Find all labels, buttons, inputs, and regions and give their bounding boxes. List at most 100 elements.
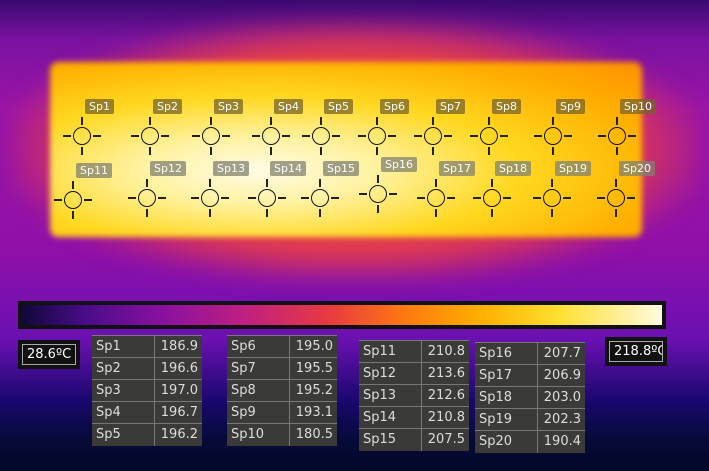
spot-value: 180.5 [288,423,337,446]
crosshair-icon [544,127,562,145]
crosshair-icon [258,189,276,207]
spot-marker[interactable]: Sp19 [533,161,591,217]
spot-value: 195.5 [288,357,337,380]
spot-value: 202.3 [536,408,585,431]
spot-marker[interactable]: Sp17 [417,161,475,217]
table-row: Sp9 193.1 [227,401,337,424]
spot-marker[interactable]: Sp6 [358,99,409,155]
spot-name: Sp13 [359,384,421,407]
spot-marker[interactable]: Sp5 [302,99,353,155]
spot-label: Sp15 [323,161,359,176]
spot-name: Sp16 [475,342,537,365]
color-scale-bar [18,301,666,329]
spot-value: 196.2 [153,423,202,446]
table-row: Sp11 210.8 [359,340,469,363]
crosshair-icon [607,189,625,207]
spot-marker[interactable]: Sp9 [534,99,585,155]
crosshair-icon [262,127,280,145]
crosshair-icon [608,127,626,145]
spot-marker[interactable]: Sp11 [54,163,112,219]
spot-value: 195.2 [288,379,337,402]
spot-name: Sp3 [92,379,154,402]
spot-marker[interactable]: Sp15 [301,161,359,217]
spot-marker[interactable]: Sp2 [131,99,182,155]
crosshair-icon [138,189,156,207]
spot-name: Sp5 [92,423,154,446]
spot-label: Sp7 [436,99,465,114]
scale-min-box: 28.6ºC [18,340,81,369]
spot-name: Sp11 [359,340,421,363]
crosshair-icon [427,189,445,207]
table-row: Sp6 195.0 [227,335,337,358]
spot-name: Sp17 [475,364,537,387]
spot-value: 206.9 [536,364,585,387]
spot-label: Sp4 [274,99,303,114]
crosshair-icon [64,191,82,209]
scale-max: 218.8ºC [609,341,663,362]
table-row: Sp18 203.0 [475,386,585,409]
spot-table: Sp6 195.0 Sp7 195.5 Sp8 195.2 Sp9 193.1 Sp10 180.… [227,335,337,446]
spot-marker[interactable]: Sp12 [128,161,186,217]
spot-marker[interactable]: Sp8 [470,99,521,155]
table-row: Sp1 186.9 [92,335,202,358]
crosshair-icon [141,127,159,145]
spot-label: Sp17 [439,161,475,176]
spot-label: Sp12 [150,161,186,176]
spot-marker[interactable]: Sp18 [473,161,531,217]
spot-label: Sp16 [381,157,417,172]
spot-value: 196.6 [153,357,202,380]
table-row: Sp19 202.3 [475,408,585,431]
spot-marker[interactable]: Sp14 [248,161,306,217]
spot-label: Sp5 [324,99,353,114]
spot-name: Sp7 [227,357,289,380]
spot-label: Sp6 [380,99,409,114]
table-row: Sp2 196.6 [92,357,202,380]
spot-name: Sp6 [227,335,289,358]
table-row: Sp7 195.5 [227,357,337,380]
table-row: Sp13 212.6 [359,384,469,407]
spot-name: Sp10 [227,423,289,446]
crosshair-icon [201,189,219,207]
spot-marker[interactable]: Sp4 [252,99,303,155]
spot-name: Sp15 [359,428,421,451]
crosshair-icon [312,127,330,145]
scale-max-box: 218.8ºC [605,337,667,366]
spot-value: 207.5 [420,428,469,451]
spot-marker[interactable]: Sp3 [192,99,243,155]
table-row: Sp3 197.0 [92,379,202,402]
spot-label: Sp10 [620,99,656,114]
spot-value: 193.1 [288,401,337,424]
spot-label: Sp11 [76,163,112,178]
spot-table: Sp11 210.8 Sp12 213.6 Sp13 212.6 Sp14 210.8 Sp15… [359,340,469,451]
spot-marker[interactable]: Sp16 [359,157,417,213]
spot-marker[interactable]: Sp20 [597,161,655,217]
spot-value: 197.0 [153,379,202,402]
spot-marker[interactable]: Sp13 [191,161,249,217]
spot-name: Sp9 [227,401,289,424]
spot-name: Sp2 [92,357,154,380]
spot-table: Sp1 186.9 Sp2 196.6 Sp3 197.0 Sp4 196.7 Sp5 196.2 [92,335,202,446]
spot-name: Sp4 [92,401,154,424]
spot-label: Sp13 [213,161,249,176]
table-row: Sp4 196.7 [92,401,202,424]
crosshair-icon [202,127,220,145]
spot-name: Sp18 [475,386,537,409]
table-row: Sp16 207.7 [475,342,585,365]
spot-label: Sp8 [492,99,521,114]
table-row: Sp15 207.5 [359,428,469,451]
table-row: Sp14 210.8 [359,406,469,429]
spot-name: Sp12 [359,362,421,385]
spot-name: Sp14 [359,406,421,429]
spot-name: Sp20 [475,430,537,453]
spot-label: Sp9 [556,99,585,114]
spot-marker[interactable]: Sp7 [414,99,465,155]
spot-value: 203.0 [536,386,585,409]
spot-marker[interactable]: Sp10 [598,99,656,155]
spot-label: Sp1 [85,99,114,114]
crosshair-icon [543,189,561,207]
spot-label: Sp2 [153,99,182,114]
spot-label: Sp19 [555,161,591,176]
crosshair-icon [480,127,498,145]
spot-marker[interactable]: Sp1 [63,99,114,155]
crosshair-icon [311,189,329,207]
